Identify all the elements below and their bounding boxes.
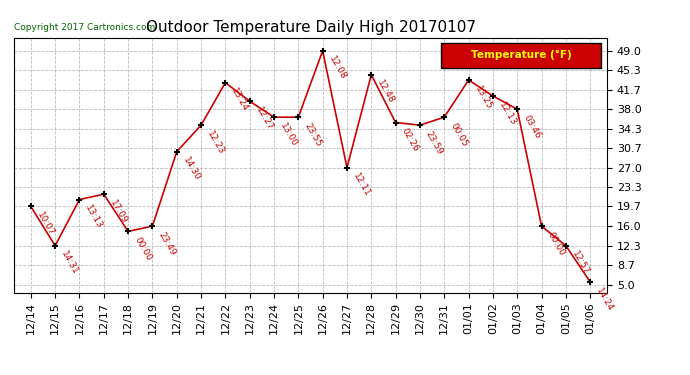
FancyBboxPatch shape <box>441 43 601 68</box>
Text: Temperature (°F): Temperature (°F) <box>471 50 571 60</box>
Text: 12:08: 12:08 <box>327 55 348 82</box>
Text: 10:07: 10:07 <box>35 211 56 237</box>
Text: 23:49: 23:49 <box>157 230 177 257</box>
Text: 14:31: 14:31 <box>59 250 80 277</box>
Text: 12:57: 12:57 <box>570 250 591 277</box>
Text: 12:48: 12:48 <box>375 79 396 105</box>
Text: 00:00: 00:00 <box>546 230 566 257</box>
Text: 13:13: 13:13 <box>83 204 104 231</box>
Text: 17:09: 17:09 <box>108 198 128 225</box>
Title: Outdoor Temperature Daily High 20170107: Outdoor Temperature Daily High 20170107 <box>146 20 475 35</box>
Text: 12:13: 12:13 <box>497 100 518 127</box>
Text: 13:24: 13:24 <box>230 87 250 114</box>
Text: 14:24: 14:24 <box>594 286 615 313</box>
Text: Copyright 2017 Cartronics.com: Copyright 2017 Cartronics.com <box>14 23 155 32</box>
Text: 13:25: 13:25 <box>473 84 493 111</box>
Text: 00:05: 00:05 <box>448 122 469 148</box>
Text: 03:46: 03:46 <box>522 113 542 140</box>
Text: 23:55: 23:55 <box>302 122 323 148</box>
Text: 12:27: 12:27 <box>254 105 275 132</box>
Text: 12:23: 12:23 <box>205 129 226 156</box>
Text: 02:26: 02:26 <box>400 127 420 153</box>
Text: 23:59: 23:59 <box>424 129 445 156</box>
Text: 00:00: 00:00 <box>132 236 153 262</box>
Text: 13:00: 13:00 <box>278 122 299 148</box>
Text: 12:11: 12:11 <box>351 172 372 199</box>
Text: 14:30: 14:30 <box>181 156 201 183</box>
